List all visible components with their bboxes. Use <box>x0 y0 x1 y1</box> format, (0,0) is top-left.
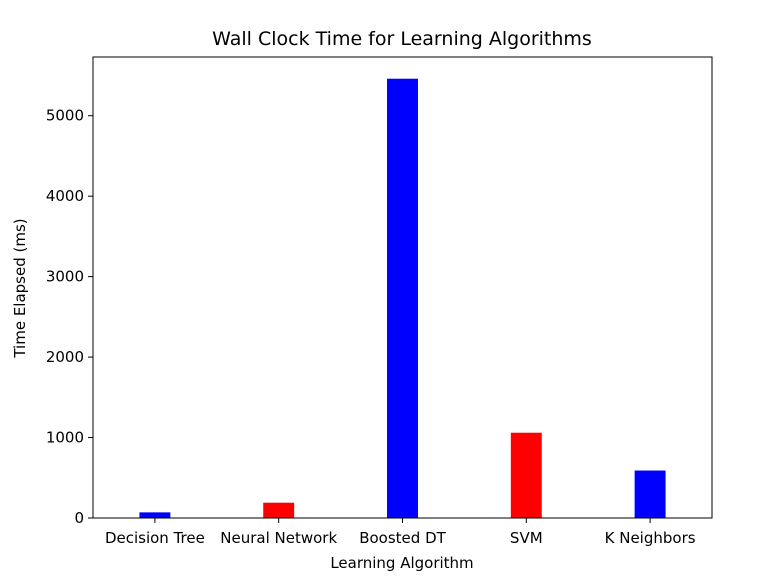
bar-k-neighbors <box>634 470 666 518</box>
y-tick-label: 3000 <box>46 268 84 286</box>
y-tick-label: 1000 <box>46 429 84 447</box>
bar-decision-tree <box>139 512 171 518</box>
bar-boosted-dt <box>387 78 418 518</box>
bar-svm <box>510 432 542 518</box>
y-tick-label: 2000 <box>46 348 84 366</box>
y-tick-label: 0 <box>74 509 84 527</box>
y-tick-label: 5000 <box>46 107 84 125</box>
bar-neural-network <box>263 502 295 518</box>
x-tick-label: K Neighbors <box>605 529 696 547</box>
x-tick-label: Boosted DT <box>359 529 446 547</box>
y-tick-label: 4000 <box>46 187 84 205</box>
bars-group <box>139 78 666 518</box>
x-axis-label: Learning Algorithm <box>330 554 473 572</box>
x-axis-ticks: Decision Tree Neural Network Boosted DT SVM… <box>105 518 696 547</box>
x-tick-label: SVM <box>510 529 543 547</box>
y-axis-ticks: 0 1000 2000 3000 4000 5000 <box>46 107 93 527</box>
x-tick-label: Neural Network <box>220 529 337 547</box>
y-axis-label: Time Elapsed (ms) <box>11 218 29 358</box>
chart-title: Wall Clock Time for Learning Algorithms <box>212 28 592 50</box>
x-tick-label: Decision Tree <box>105 529 205 547</box>
